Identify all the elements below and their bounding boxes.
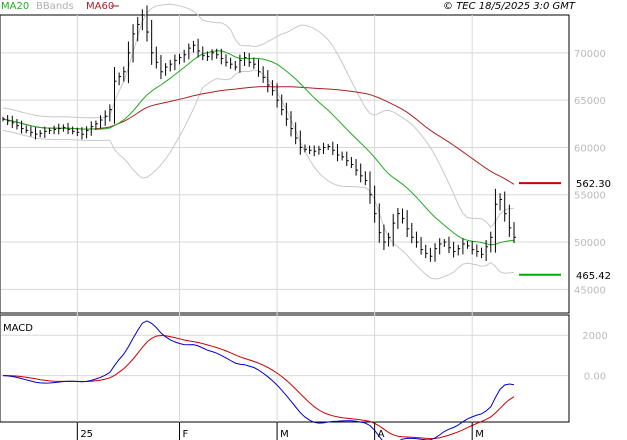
macd-tick-label-1: 0.00 <box>584 372 606 383</box>
legend-ma60: MA60 <box>86 1 114 12</box>
support-label: 465.42 <box>576 271 611 282</box>
price-tick-label-4: 65000 <box>574 96 606 107</box>
x-tick-label-2: M <box>280 429 289 440</box>
price-tick-label-5: 70000 <box>574 49 606 60</box>
price-panel-frame <box>0 14 570 314</box>
macd-tick-label-0: 2000 <box>582 331 607 342</box>
price-bars <box>2 5 516 262</box>
legend-bbands: BBands <box>36 1 74 12</box>
price-tick-label-1: 50000 <box>574 238 606 249</box>
price-tick-label-3: 60000 <box>574 143 606 154</box>
macd-title: MACD <box>3 323 33 334</box>
ma20-line <box>2 50 515 246</box>
x-tick-label-0: 25 <box>80 429 93 440</box>
x-tick-label-4: M <box>475 429 484 440</box>
support-resistance-levels: 562.30 465.42 <box>519 179 611 282</box>
price-tick-label-2: 55000 <box>574 191 606 202</box>
resistance-label: 562.30 <box>576 179 611 190</box>
x-tick-label-1: F <box>183 429 189 440</box>
x-tick-label-3: A <box>378 429 385 440</box>
axis-labels: 45000 50000 55000 60000 65000 70000 2000 0.00 25… <box>76 49 608 440</box>
price-tick-label-0: 45000 <box>574 285 606 296</box>
macd-panel-frame <box>0 314 570 423</box>
bband-upper-line <box>2 3 515 228</box>
legend-ma20: MA20 <box>1 1 29 12</box>
copyright: © TEC 18/5/2025 3:0 GMT <box>443 1 576 12</box>
moving-averages <box>2 50 515 246</box>
